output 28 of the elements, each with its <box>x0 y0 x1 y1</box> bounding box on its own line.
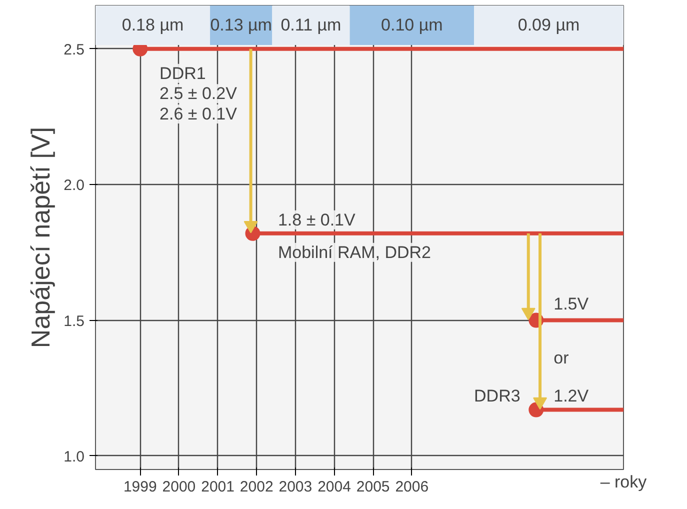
x-tick-label: 2000 <box>162 478 196 496</box>
y-tick-label: 1.0 <box>64 448 85 466</box>
x-tick-label: 2004 <box>318 478 351 496</box>
annotation: 1.5V <box>554 294 590 314</box>
annotation: Mobilní RAM, DDR2 <box>278 242 432 262</box>
band-label: 0.11 µm <box>280 16 342 35</box>
y-axis-title: Napájecí napětí [V] <box>26 126 56 348</box>
annotation: 2.5 ± 0.2V <box>160 84 238 104</box>
annotation: 2.6 ± 0.1V <box>160 104 238 124</box>
band-label: 0.13 µm <box>210 16 272 35</box>
y-tick-label: 1.5 <box>64 312 85 330</box>
x-tick-label: 2001 <box>201 478 234 496</box>
x-tick-label: 1999 <box>123 478 157 496</box>
annotation: or <box>554 348 570 368</box>
annotation: DDR1 <box>160 64 206 83</box>
y-tick-label: 2.0 <box>64 177 85 194</box>
annotation: DDR3 <box>474 386 520 406</box>
band-label: 0.09 µm <box>518 16 580 35</box>
annotation: 1.8 ± 0.1V <box>278 210 356 230</box>
x-tick-label: 2006 <box>395 478 429 496</box>
y-tick-label: 2.5 <box>64 41 85 58</box>
band-label: 0.18 µm <box>122 16 184 35</box>
annotation: 1.2V <box>554 386 590 406</box>
x-tick-label: 2005 <box>356 478 390 496</box>
x-axis-title: – roky <box>600 472 648 492</box>
x-tick-label: 2003 <box>278 478 312 496</box>
x-tick-label: 2002 <box>240 478 274 496</box>
band-label: 0.10 µm <box>381 16 443 35</box>
